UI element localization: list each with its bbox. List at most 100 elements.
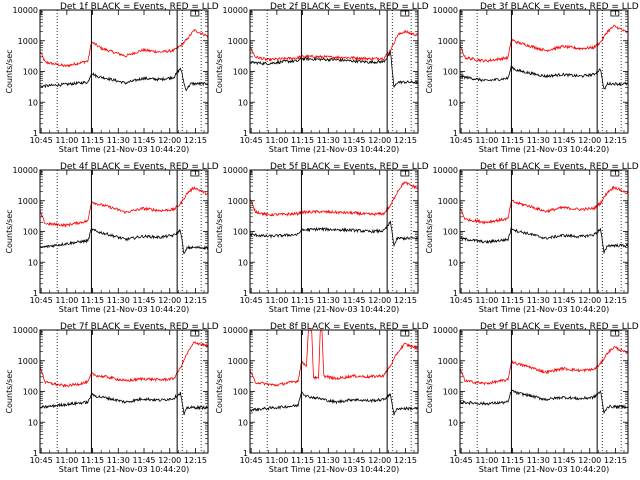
y-tick-label: 10000 [13, 6, 38, 15]
x-tick-label: 11:45 [552, 456, 575, 465]
legend-box [190, 330, 200, 337]
x-tick-label: 11:45 [552, 296, 575, 305]
y-tick-label: 10 [28, 98, 38, 107]
y-axis-label: Counts/sec [425, 209, 434, 253]
x-tick-label: 11:00 [475, 136, 498, 145]
x-tick-label: 11:30 [107, 296, 130, 305]
x-tick-label: 12:00 [158, 136, 181, 145]
plot-frame [39, 9, 209, 134]
x-tick-label: 12:15 [184, 136, 207, 145]
y-tick-label: 10000 [223, 326, 248, 335]
x-tick-label: 11:00 [55, 296, 78, 305]
panel-5: Det 5f BLACK = Events, RED = LLD 1 10 100 10… [215, 162, 429, 314]
x-tick-label: 11:45 [342, 136, 365, 145]
events-trace [40, 67, 208, 92]
x-tick-label: 12:15 [604, 296, 627, 305]
events-trace [40, 391, 208, 416]
x-tick-label: 11:15 [291, 296, 314, 305]
plot-area [250, 181, 418, 248]
y-tick-label: 100 [23, 228, 38, 237]
lld-trace [460, 24, 628, 63]
y-axis-label: Counts/sec [5, 49, 14, 93]
x-tick-label: 11:15 [291, 136, 314, 145]
x-tick-label: 11:00 [265, 456, 288, 465]
x-tick-label: 11:15 [81, 296, 104, 305]
x-axis-label: Start Time (21-Nov-03 10:44:20) [269, 145, 399, 154]
x-axis-label: Start Time (21-Nov-03 10:44:20) [59, 145, 189, 154]
legend-box [400, 10, 410, 17]
x-axis-label: Start Time (21-Nov-03 10:44:20) [59, 465, 189, 474]
plot-frame [249, 329, 419, 454]
lld-trace [250, 30, 418, 62]
x-tick-label: 11:30 [107, 456, 130, 465]
y-tick-label: 1 [453, 129, 458, 138]
y-tick-label: 10000 [433, 166, 458, 175]
panel-title: Det 8f BLACK = Events, RED = LLD [270, 322, 429, 332]
y-axis-label: Counts/sec [215, 49, 224, 93]
x-tick-label: 11:00 [265, 296, 288, 305]
x-tick-label: 10:45 [30, 456, 53, 465]
y-tick-label: 10 [238, 258, 248, 267]
y-tick-label: 1 [243, 449, 248, 458]
x-tick-label: 11:45 [132, 136, 155, 145]
y-tick-label: 1 [33, 449, 38, 458]
plot-frame [459, 329, 629, 454]
x-tick-label: 10:45 [450, 136, 473, 145]
events-trace [250, 51, 418, 88]
lld-trace [250, 330, 418, 387]
plot-frame [249, 9, 419, 134]
x-tick-label: 11:15 [501, 136, 524, 145]
plot-area [40, 186, 208, 255]
y-tick-label: 100 [443, 68, 458, 77]
y-tick-label: 10000 [223, 166, 248, 175]
panel-6: Det 6f BLACK = Events, RED = LLD 1 10 100 10… [425, 162, 639, 314]
x-tick-label: 11:00 [265, 136, 288, 145]
x-tick-label: 12:15 [394, 136, 417, 145]
y-tick-label: 1000 [228, 37, 248, 46]
x-tick-label: 12:00 [578, 136, 601, 145]
legend-box [400, 330, 410, 337]
x-tick-label: 11:45 [552, 136, 575, 145]
plot-area [460, 345, 628, 414]
x-tick-label: 12:00 [368, 456, 391, 465]
x-axis-label: Start Time (21-Nov-03 10:44:20) [269, 305, 399, 314]
y-tick-label: 1 [453, 289, 458, 298]
x-tick-label: 11:30 [317, 136, 340, 145]
y-tick-label: 1 [243, 289, 248, 298]
y-tick-label: 100 [233, 68, 248, 77]
x-tick-label: 11:30 [527, 296, 550, 305]
x-tick-label: 11:00 [475, 296, 498, 305]
x-tick-label: 10:45 [30, 296, 53, 305]
x-tick-label: 12:15 [604, 456, 627, 465]
x-tick-label: 10:45 [30, 136, 53, 145]
lld-trace [250, 181, 418, 218]
y-tick-label: 1000 [18, 197, 38, 206]
lld-trace [460, 345, 628, 386]
x-tick-label: 11:30 [527, 136, 550, 145]
x-tick-label: 11:30 [107, 136, 130, 145]
panel-title: Det 1f BLACK = Events, RED = LLD [60, 2, 219, 12]
legend-box [190, 170, 200, 177]
events-trace [460, 65, 628, 90]
x-tick-label: 10:45 [450, 456, 473, 465]
y-tick-label: 10000 [223, 6, 248, 15]
y-tick-label: 10000 [13, 166, 38, 175]
plot-frame [459, 169, 629, 294]
y-tick-label: 100 [23, 68, 38, 77]
panel-9: Det 9f BLACK = Events, RED = LLD 1 10 100 10… [425, 322, 639, 474]
plot-area [40, 28, 208, 92]
panel-title: Det 2f BLACK = Events, RED = LLD [270, 2, 429, 12]
x-tick-label: 11:15 [501, 456, 524, 465]
x-tick-label: 11:00 [55, 456, 78, 465]
plot-frame [459, 9, 629, 134]
x-tick-label: 12:00 [578, 296, 601, 305]
legend-box [190, 10, 200, 17]
y-tick-label: 10 [238, 418, 248, 427]
panel-7: Det 7f BLACK = Events, RED = LLD 1 10 100 10… [5, 322, 219, 474]
x-tick-label: 12:15 [184, 296, 207, 305]
legend-box [610, 10, 620, 17]
y-tick-label: 100 [233, 388, 248, 397]
y-tick-label: 10000 [13, 326, 38, 335]
x-axis-label: Start Time (21-Nov-03 10:44:20) [479, 145, 609, 154]
x-tick-label: 11:45 [132, 456, 155, 465]
